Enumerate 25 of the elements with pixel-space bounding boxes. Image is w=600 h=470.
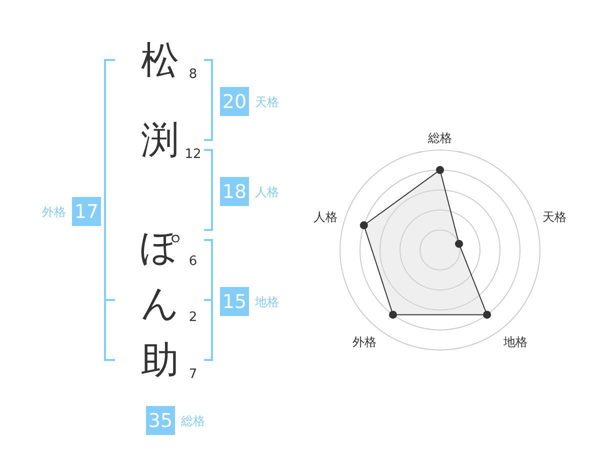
text: 20 xyxy=(222,91,247,113)
data-label: 8 xyxy=(188,67,198,82)
data-label: 7 xyxy=(188,367,198,382)
text: 18 xyxy=(222,181,247,203)
text: 35 xyxy=(148,410,173,432)
spoke-label: 人格 xyxy=(313,210,338,224)
data-label: 2 xyxy=(188,310,198,325)
data-label: 12 xyxy=(184,147,202,162)
spoke-label: 地格 xyxy=(502,334,528,349)
text: 外格 xyxy=(42,205,66,219)
category-label: ぽ xyxy=(140,225,180,269)
text: 15 xyxy=(222,291,247,313)
data-label: 6 xyxy=(188,254,198,269)
category-label: 助 xyxy=(141,338,179,382)
text: 総格 xyxy=(180,414,205,428)
spoke-label: 天格 xyxy=(542,210,567,224)
category-label: 渕 xyxy=(141,118,179,162)
spoke-label: 外格 xyxy=(352,334,377,349)
text: 天格 xyxy=(255,95,279,109)
spoke-label: 総格 xyxy=(427,131,452,145)
category-label: 松 xyxy=(141,38,179,82)
category-label: ん xyxy=(140,281,180,325)
text: 17 xyxy=(74,201,99,223)
text: 地格 xyxy=(254,295,279,309)
text: 人格 xyxy=(255,185,279,199)
